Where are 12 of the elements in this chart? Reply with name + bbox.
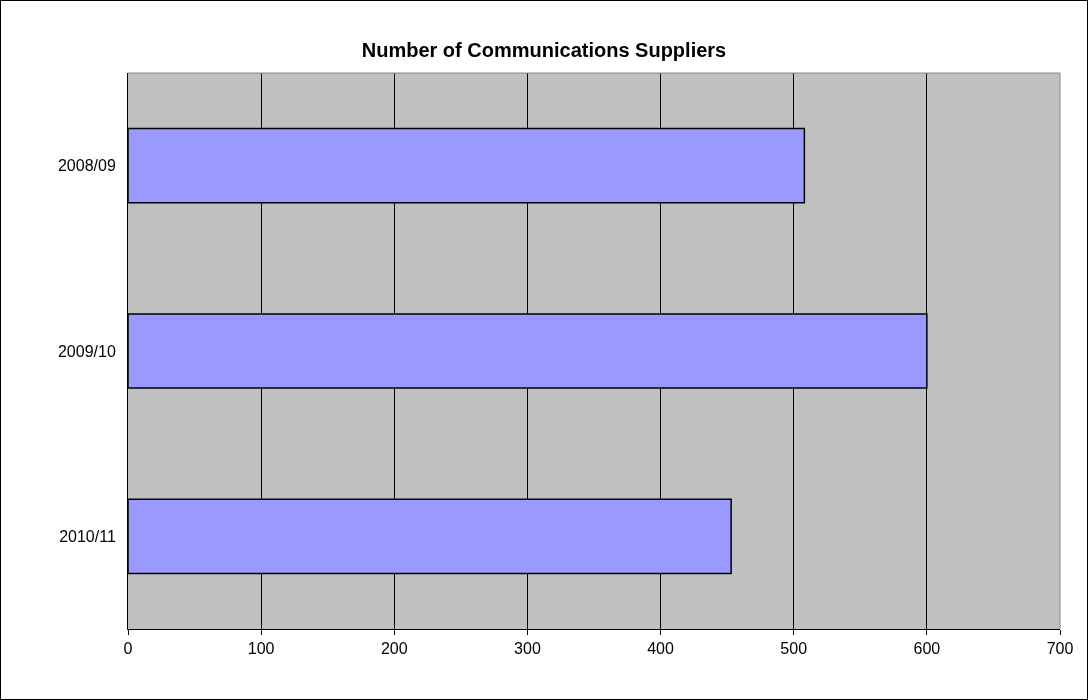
y-tick-label: 2008/09 (57, 157, 116, 175)
x-tick-label: 700 (1046, 640, 1074, 658)
x-tick-label: 500 (780, 640, 808, 658)
x-tick-label: 100 (247, 640, 275, 658)
x-tick-label: 300 (514, 640, 541, 658)
y-tick-label: 2009/10 (57, 342, 116, 360)
x-tick-label: 0 (123, 640, 133, 658)
x-tick-label: 200 (380, 640, 408, 658)
x-tick-label: 400 (647, 640, 675, 658)
y-tick-label: 2010/11 (59, 527, 116, 545)
x-tick-label: 600 (913, 640, 941, 658)
chart-title: Number of Communications Suppliers (361, 38, 727, 61)
